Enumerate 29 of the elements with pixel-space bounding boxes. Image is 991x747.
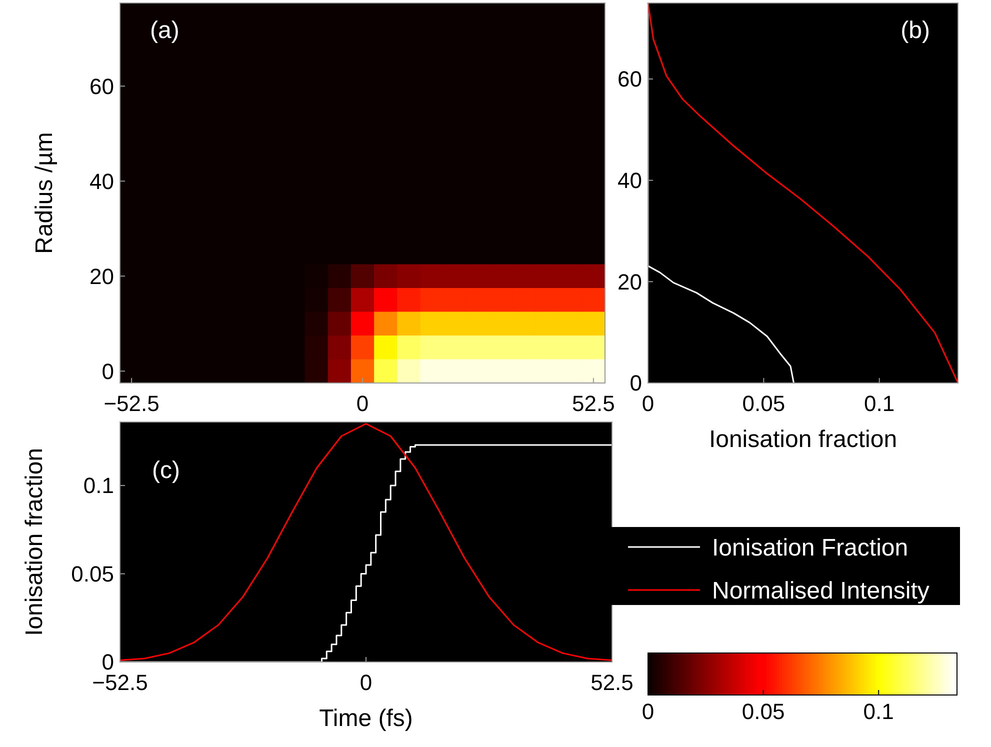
y-axis-title: Ionisation fraction <box>21 448 48 636</box>
y-tick-label: 40 <box>618 168 642 194</box>
x-axis-title: Time (fs) <box>319 705 413 732</box>
x-tick-label: 0.1 <box>864 391 895 416</box>
x-tick-label: 0 <box>356 391 369 416</box>
y-tick-label: 60 <box>618 66 642 92</box>
line-series <box>647 2 959 384</box>
color-bar-label: 0.05 <box>742 699 785 724</box>
x-axis-title: Ionisation fraction <box>708 426 898 453</box>
x-tick-label: 0.05 <box>742 391 786 416</box>
x-tick-label: 52.5 <box>572 391 615 416</box>
y-tick-label: 20 <box>618 269 642 294</box>
y-tick-label: 0.05 <box>71 561 114 586</box>
y-tick-label: 20 <box>90 264 114 289</box>
legend-label: Normalised Intensity <box>712 577 930 604</box>
annotation: (c) <box>152 457 180 484</box>
legend-label: Ionisation Fraction <box>712 534 908 562</box>
y-tick-label: 0 <box>630 370 642 396</box>
x-tick-label: 0 <box>360 670 372 695</box>
y-tick-label: 60 <box>90 74 114 99</box>
x-tick-label: −52.5 <box>104 391 160 416</box>
y-tick-label: 0 <box>102 358 114 384</box>
y-axis-title: Radius /µm <box>31 132 58 254</box>
color-bar-label: 0.1 <box>863 699 894 724</box>
annotation: (b) <box>900 17 930 44</box>
annotation: (a) <box>150 17 180 44</box>
x-tick-label: 52.5 <box>590 670 634 695</box>
y-tick-label: 0.1 <box>83 473 114 498</box>
y-tick-label: 40 <box>90 168 114 194</box>
